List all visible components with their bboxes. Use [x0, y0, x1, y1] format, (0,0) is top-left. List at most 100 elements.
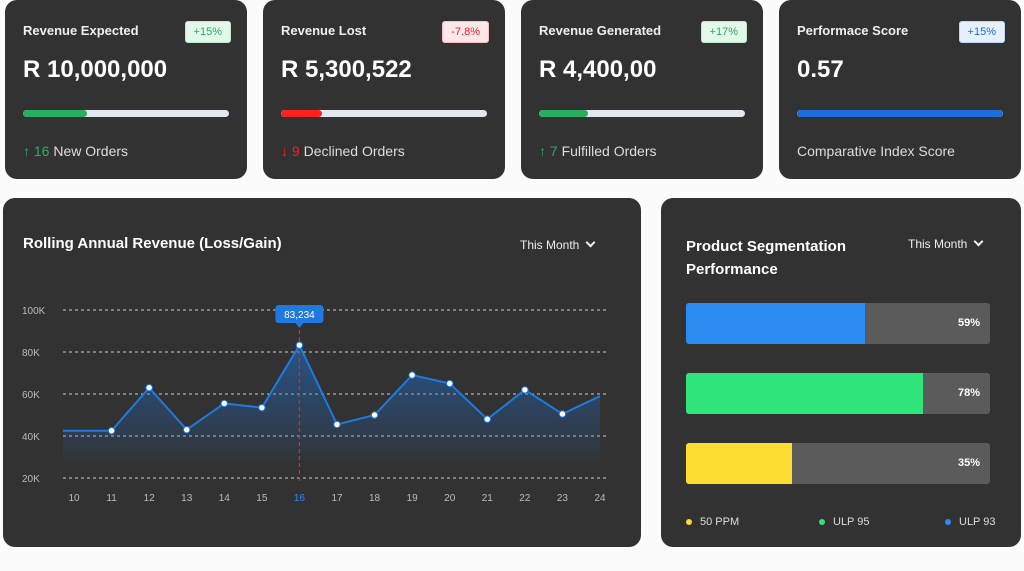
kpi-change-badge: -7.8% [442, 21, 489, 43]
x-tick-label: 16 [294, 493, 306, 504]
kpi-card: Performace Score +15% 0.57 Comparative I… [779, 0, 1021, 179]
kpi-progress-bar [539, 110, 745, 117]
x-tick-label: 19 [407, 493, 419, 504]
data-point[interactable] [258, 403, 266, 412]
legend-label: 50 PPM [700, 516, 740, 528]
data-point[interactable] [370, 411, 379, 419]
data-point[interactable] [145, 384, 153, 392]
kpi-count: 7 [549, 143, 558, 159]
arrow-down-icon: ↓ [281, 143, 288, 159]
revenue-chart-card: Rolling Annual Revenue (Loss/Gain) This … [3, 198, 641, 547]
kpi-progress-bar [23, 110, 229, 117]
period-label: This Month [520, 238, 580, 252]
data-point[interactable] [558, 410, 567, 418]
kpi-value: R 5,300,522 [281, 56, 412, 83]
kpi-progress-fill [539, 110, 589, 117]
kpi-footer-label: Fulfilled Orders [561, 143, 657, 159]
kpi-footer: Comparative Index Score [797, 143, 955, 159]
y-tick-label: 60K [22, 390, 40, 401]
kpi-footer-label: New Orders [53, 143, 129, 159]
segment-bar-fill [686, 443, 793, 484]
kpi-title: Revenue Generated [539, 23, 662, 38]
segment-percent: 78% [957, 387, 980, 399]
data-point[interactable] [408, 371, 416, 379]
kpi-footer: ↑ 7 Fulfilled Orders [539, 143, 657, 159]
chart-title: Rolling Annual Revenue (Loss/Gain) [23, 235, 282, 252]
kpi-count: 16 [33, 143, 50, 159]
kpi-footer: ↓ 9 Declined Orders [281, 143, 405, 159]
segment-bar-fill [686, 303, 866, 344]
legend-dot-icon [686, 519, 692, 526]
legend-label: ULP 95 [833, 516, 870, 528]
kpi-card: Revenue Lost -7.8% R 5,300,522 ↓ 9 Decli… [263, 0, 505, 179]
legend-dot-icon [945, 519, 951, 526]
kpi-change-badge: +17% [700, 21, 747, 43]
data-point[interactable] [333, 420, 341, 429]
data-point[interactable] [446, 379, 454, 388]
y-tick-label: 80K [22, 348, 40, 359]
kpi-change-badge: +15% [184, 21, 231, 43]
kpi-value: R 4,400,00 [539, 56, 657, 83]
x-tick-label: 20 [444, 493, 456, 504]
kpi-footer: ↑ 16 New Orders [23, 143, 128, 159]
kpi-progress-fill [797, 110, 1003, 117]
kpi-card: Revenue Generated +17% R 4,400,00 ↑ 7 Fu… [521, 0, 763, 179]
legend-item: 50 PPM [686, 516, 739, 528]
kpi-card: Revenue Expected +15% R 10,000,000 ↑ 16 … [5, 0, 247, 179]
chevron-down-icon [973, 236, 984, 247]
segment-percent: 59% [957, 317, 980, 329]
data-point[interactable] [220, 399, 228, 408]
x-tick-label: 21 [482, 493, 494, 504]
legend-label: ULP 93 [959, 516, 996, 528]
kpi-title: Revenue Expected [23, 23, 139, 38]
arrow-up-icon: ↑ [23, 143, 30, 159]
x-tick-label: 10 [68, 493, 80, 504]
y-tick-label: 40K [22, 432, 40, 443]
kpi-footer-label: Comparative Index Score [797, 143, 955, 159]
segment-percent: 35% [957, 457, 980, 469]
x-tick-label: 22 [519, 493, 531, 504]
tooltip [275, 305, 324, 323]
tooltip-value: 83,234 [284, 310, 315, 321]
segment-bar: 59% [686, 303, 990, 344]
x-tick-label: 12 [144, 493, 156, 504]
kpi-title: Performace Score [797, 23, 909, 38]
segmentation-title: Product Segmentation Performance [686, 238, 847, 278]
kpi-value: 0.57 [797, 56, 844, 83]
x-tick-label: 15 [256, 493, 268, 504]
x-tick-label: 11 [106, 493, 117, 504]
kpi-progress-bar [797, 110, 1003, 117]
legend-item: ULP 95 [819, 516, 870, 528]
x-tick-label: 17 [331, 493, 343, 504]
segment-bar: 35% [686, 443, 990, 484]
segment-bar: 78% [686, 373, 990, 414]
x-tick-label: 13 [181, 493, 193, 504]
y-tick-label: 20K [22, 474, 40, 485]
legend-item: ULP 93 [945, 516, 996, 528]
segment-period-dropdown[interactable]: This Month [908, 236, 984, 251]
tooltip-pointer [295, 323, 304, 328]
kpi-change-badge: +15% [958, 21, 1005, 43]
data-point[interactable] [483, 415, 491, 423]
data-point[interactable] [183, 426, 191, 434]
legend-dot-icon [819, 519, 825, 526]
segmentation-card: Product Segmentation Performance This Mo… [661, 198, 1021, 547]
period-label: This Month [908, 237, 968, 251]
kpi-progress-bar [281, 110, 487, 117]
x-tick-label: 14 [219, 493, 231, 504]
kpi-progress-fill [281, 110, 323, 117]
area-fill [63, 345, 600, 460]
y-tick-label: 100K [22, 306, 46, 317]
arrow-up-icon: ↑ [539, 143, 546, 159]
revenue-line-chart: 20K 40K 60K 80K 100K 10 11 12 13 14 15 16 17 18 19 20 21… [22, 305, 606, 504]
data-point[interactable] [521, 386, 529, 394]
data-point[interactable] [107, 427, 116, 435]
x-tick-label: 18 [369, 493, 381, 504]
kpi-footer-label: Declined Orders [303, 143, 405, 159]
x-tick-label: 24 [594, 493, 606, 504]
kpi-title: Revenue Lost [281, 23, 367, 38]
period-dropdown[interactable]: This Month [520, 237, 596, 252]
kpi-progress-fill [23, 110, 87, 117]
kpi-value: R 10,000,000 [23, 56, 168, 83]
data-point[interactable] [295, 341, 304, 349]
